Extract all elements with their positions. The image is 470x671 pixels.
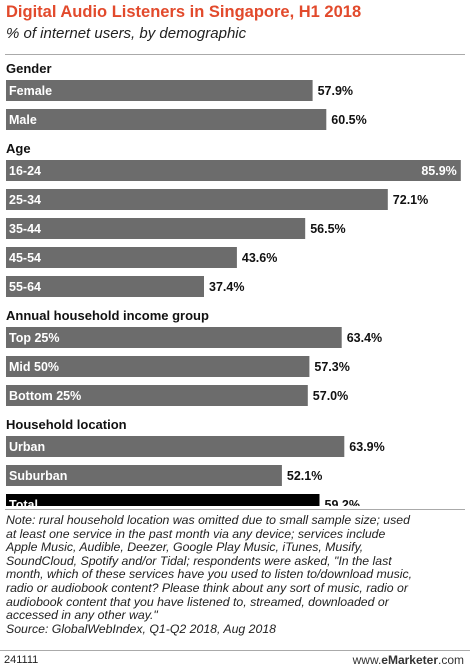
bar xyxy=(6,160,461,181)
bar xyxy=(6,436,345,457)
value-label: 57.3% xyxy=(314,360,349,374)
bar-label: 25-34 xyxy=(9,193,41,207)
bar-chart: Gender Female 57.9% Male 60.5% Age 16-24 85.9% 2… xyxy=(6,61,461,506)
bar xyxy=(6,218,306,239)
value-label: 85.9% xyxy=(421,164,456,178)
group-header: Household location xyxy=(6,417,127,432)
value-label: 57.0% xyxy=(313,389,348,403)
brand-prefix: www. xyxy=(352,653,382,667)
bar-label: 35-44 xyxy=(9,222,41,236)
note-line: accessed in any other way." xyxy=(6,608,158,623)
chart-id: 241111 xyxy=(4,654,39,666)
bar-label: Male xyxy=(9,113,37,127)
top-divider xyxy=(5,54,465,55)
note-line: month, which of these services have you … xyxy=(6,567,413,582)
bar-label: 55-64 xyxy=(9,280,41,294)
value-label: 52.1% xyxy=(287,469,322,483)
value-label: 59.2% xyxy=(325,498,360,506)
bar xyxy=(6,356,310,377)
bar-label: 45-54 xyxy=(9,251,41,265)
bar-label: Mid 50% xyxy=(9,360,59,374)
note-line: SoundCloud, Spotify and/or Tidal; respon… xyxy=(6,553,392,568)
value-label: 37.4% xyxy=(209,280,244,294)
bar-label: Urban xyxy=(9,440,45,454)
footer-divider xyxy=(0,650,470,651)
bar xyxy=(6,494,320,506)
brand-suffix: .com xyxy=(437,653,464,667)
chart-subtitle: % of internet users, by demographic xyxy=(6,25,247,42)
bar-label: Suburban xyxy=(9,469,67,483)
group-header: Annual household income group xyxy=(6,308,209,323)
chart-title: Digital Audio Listeners in Singapore, H1… xyxy=(6,3,362,21)
note-line: at least one service in the past month v… xyxy=(6,526,386,541)
bar xyxy=(6,80,313,101)
note-line: Apple Music, Audible, Deezer, Google Pla… xyxy=(6,540,364,555)
bar xyxy=(6,385,308,406)
brand-logo: www.eMarketer.com xyxy=(353,653,464,667)
bar-label: Bottom 25% xyxy=(9,389,81,403)
chart-note: Note: rural household location was omitt… xyxy=(6,513,464,636)
bar xyxy=(6,109,327,130)
bar xyxy=(6,327,342,348)
value-label: 63.4% xyxy=(347,331,382,345)
value-label: 56.5% xyxy=(310,222,345,236)
bar-label: Female xyxy=(9,84,52,98)
bar-label: Total xyxy=(9,498,38,506)
source-line: Source: GlobalWebIndex, Q1-Q2 2018, Aug … xyxy=(6,621,277,636)
value-label: 57.9% xyxy=(318,84,353,98)
value-label: 43.6% xyxy=(242,251,277,265)
note-line: radio or audiobook content? Please think… xyxy=(6,580,408,595)
bar xyxy=(6,189,388,210)
note-divider xyxy=(5,509,465,510)
note-line: Note: rural household location was omitt… xyxy=(6,513,410,527)
bar-label: 16-24 xyxy=(9,164,41,178)
value-label: 63.9% xyxy=(349,440,384,454)
value-label: 72.1% xyxy=(393,193,428,207)
group-header: Gender xyxy=(6,61,52,76)
brand-name: eMarketer xyxy=(381,653,438,667)
group-header: Age xyxy=(6,141,31,156)
note-line: audiobook content that you have listened… xyxy=(6,594,389,609)
bar xyxy=(6,276,204,297)
bar-label: Top 25% xyxy=(9,331,59,345)
value-label: 60.5% xyxy=(331,113,366,127)
bar xyxy=(6,465,282,486)
bar xyxy=(6,247,237,268)
